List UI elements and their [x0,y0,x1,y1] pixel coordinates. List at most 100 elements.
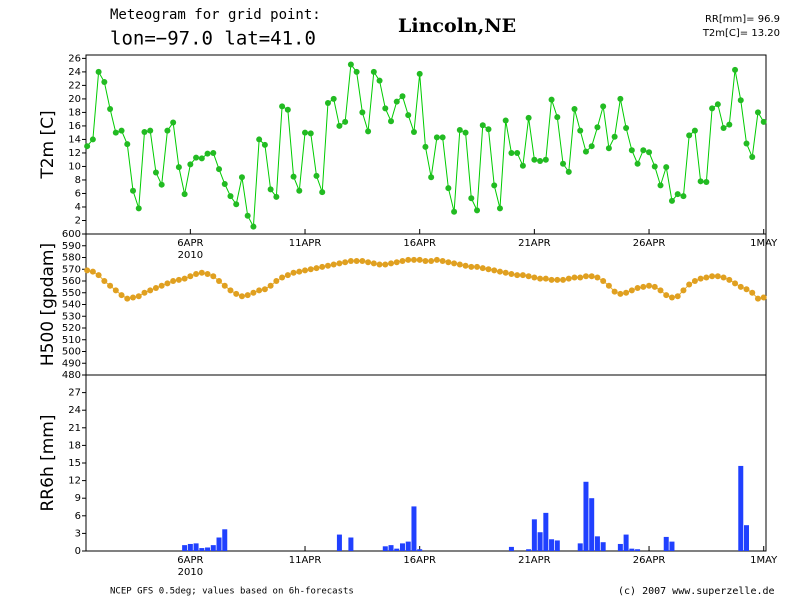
bar [744,525,750,551]
y-tick-label: 20 [68,94,81,105]
bar [508,546,514,551]
data-point [118,292,125,299]
data-point [170,278,177,284]
y-axis-label: RR6h [mm] [38,414,58,511]
y-tick-label: 4 [75,202,81,213]
data-point [732,66,739,73]
data-point [737,97,744,104]
data-point [336,122,343,129]
data-point [754,295,761,302]
data-point [365,259,372,266]
data-point [238,293,245,300]
data-point [112,129,119,136]
year-label: 2010 [178,250,203,261]
data-point [531,274,538,281]
data-point [554,114,561,121]
data-point [410,129,417,136]
y-tick-label: 10 [68,161,81,172]
x-tick-label: 21APR [518,555,551,566]
data-point [307,130,314,137]
x-tick-label: 26APR [633,555,666,566]
data-point [141,289,148,296]
data-point [646,282,653,289]
bar [617,543,623,551]
x-tick-label: 21APR [518,238,551,249]
data-point [347,258,354,265]
data-point [365,128,372,135]
data-point [680,287,687,294]
y-tick-label: 480 [62,370,81,381]
data-point [445,185,452,192]
data-point [256,136,263,143]
data-point [525,273,532,280]
t2m-mean: T2m[C]= 13.20 [702,28,780,39]
data-point [726,276,733,283]
y-axis-label: T2m [C] [38,110,58,179]
data-point [634,160,641,167]
bar [600,542,606,551]
data-point [250,289,257,296]
data-point [330,95,337,102]
data-point [181,275,188,282]
x-tick-label: 1MAY [750,238,778,249]
data-point [456,261,463,268]
data-point [101,278,108,284]
data-point [393,259,400,266]
data-point [496,205,503,212]
data-point [359,258,366,265]
data-point [353,68,360,75]
data-point [204,150,211,157]
bar [336,534,342,551]
data-point [594,124,601,131]
data-point [84,143,91,150]
y-tick-label: 22 [68,80,81,91]
data-point [697,178,704,185]
data-point [284,106,291,113]
data-point [743,140,750,147]
bar [583,481,589,551]
footer-source: NCEP GFS 0.5deg; values based on 6h-fore… [110,587,354,597]
y-tick-label: 560 [62,276,81,287]
bar [663,536,669,551]
bar [193,543,199,551]
data-point [296,268,303,275]
bar [738,465,744,551]
data-point [130,187,137,194]
bar [669,541,675,551]
data-point [216,166,223,173]
data-point [709,105,716,112]
data-point [433,256,440,263]
data-point [221,181,228,188]
data-point [588,273,595,280]
data-point [198,155,205,162]
data-point [370,260,377,267]
data-point [474,263,481,270]
bar [182,545,188,551]
data-point [324,99,331,106]
data-point [657,182,664,189]
x-tick-label: 16APR [403,238,436,249]
data-point [508,149,515,156]
y-tick-label: 6 [75,511,81,522]
data-point [519,272,526,279]
bar [531,519,537,551]
data-point [703,178,710,185]
bar [199,548,205,551]
data-point [451,208,458,215]
data-point [382,105,389,112]
data-point [227,287,234,294]
data-point [623,289,630,296]
y-tick-label: 24 [68,67,81,78]
data-point [170,119,177,126]
y-tick-label: 12 [68,476,81,487]
bar [216,537,222,551]
data-point [324,262,331,269]
data-point [617,95,624,102]
data-point [359,109,366,116]
data-point [571,106,578,113]
data-point [89,136,96,143]
y-tick-label: 8 [75,175,81,186]
data-point [542,275,549,282]
data-point [519,162,526,169]
y-tick-label: 530 [62,311,81,322]
